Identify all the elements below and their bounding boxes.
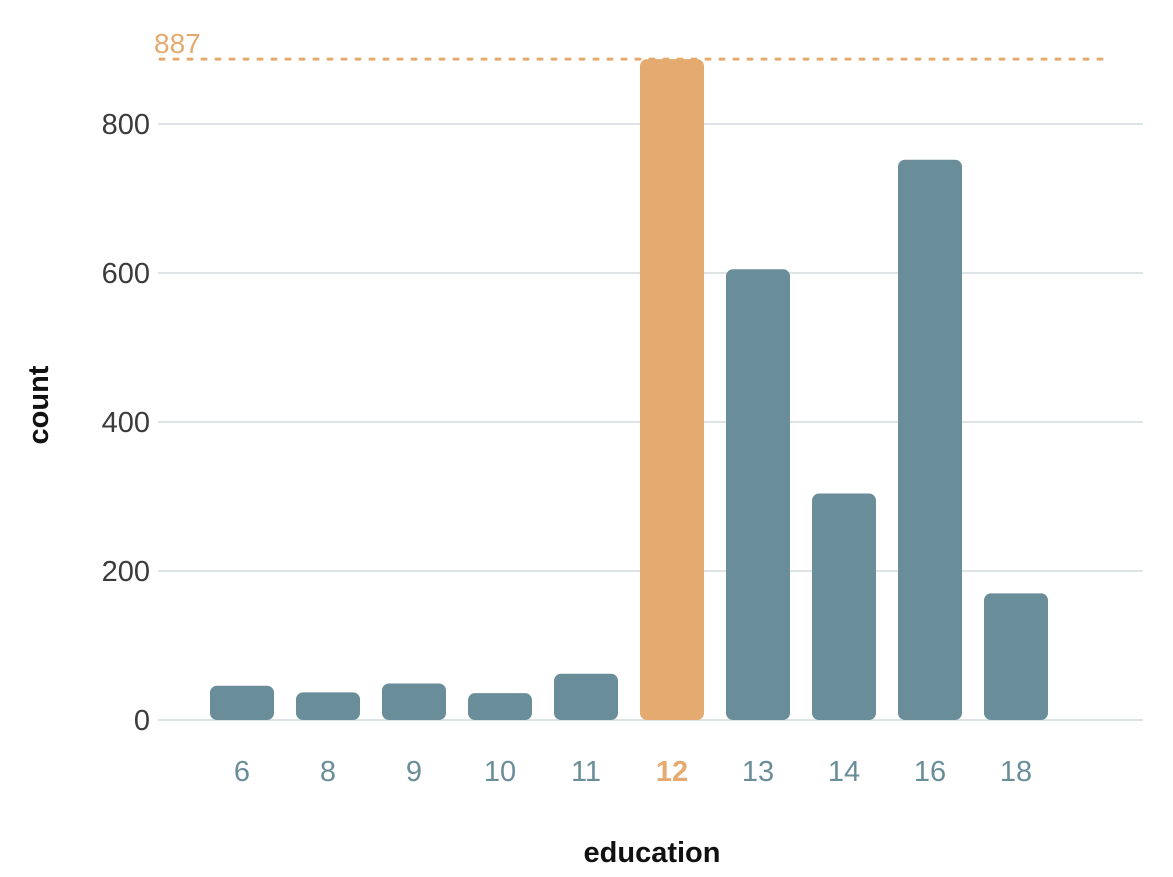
bar-18 [984, 593, 1048, 720]
x-tick-label: 9 [406, 756, 422, 788]
x-tick-label: 10 [484, 756, 516, 788]
y-tick-label: 200 [102, 556, 150, 588]
x-tick-label: 13 [742, 756, 774, 788]
bar-9 [382, 683, 446, 720]
y-tick-label: 800 [102, 109, 150, 141]
x-tick-label: 11 [571, 756, 601, 788]
x-tick-label: 18 [1000, 756, 1032, 788]
x-axis-ticks: 6 8 9 10 11 12 13 14 16 18 [234, 756, 1032, 788]
y-axis-ticks: 0 200 400 600 800 [102, 109, 150, 737]
y-tick-label: 0 [134, 705, 150, 737]
x-tick-label: 8 [320, 756, 336, 788]
max-reference: 887 [154, 28, 1105, 61]
bar-6 [210, 685, 274, 720]
bar-12 [640, 59, 704, 721]
x-tick-label: 16 [914, 756, 946, 788]
bar-10 [468, 693, 532, 720]
x-tick-label: 12 [656, 756, 688, 788]
y-tick-label: 600 [102, 258, 150, 290]
bar-11 [554, 673, 618, 720]
max-reference-label: 887 [154, 28, 201, 59]
x-tick-label: 14 [828, 756, 860, 788]
bar-16 [898, 159, 962, 720]
x-tick-label: 6 [234, 756, 250, 788]
x-axis-title: education [584, 837, 721, 869]
y-axis-title: count [23, 365, 55, 444]
bar-14 [812, 493, 876, 720]
bar-13 [726, 269, 790, 720]
bars [210, 59, 1048, 721]
bar-8 [296, 692, 360, 720]
y-tick-label: 400 [102, 407, 150, 439]
